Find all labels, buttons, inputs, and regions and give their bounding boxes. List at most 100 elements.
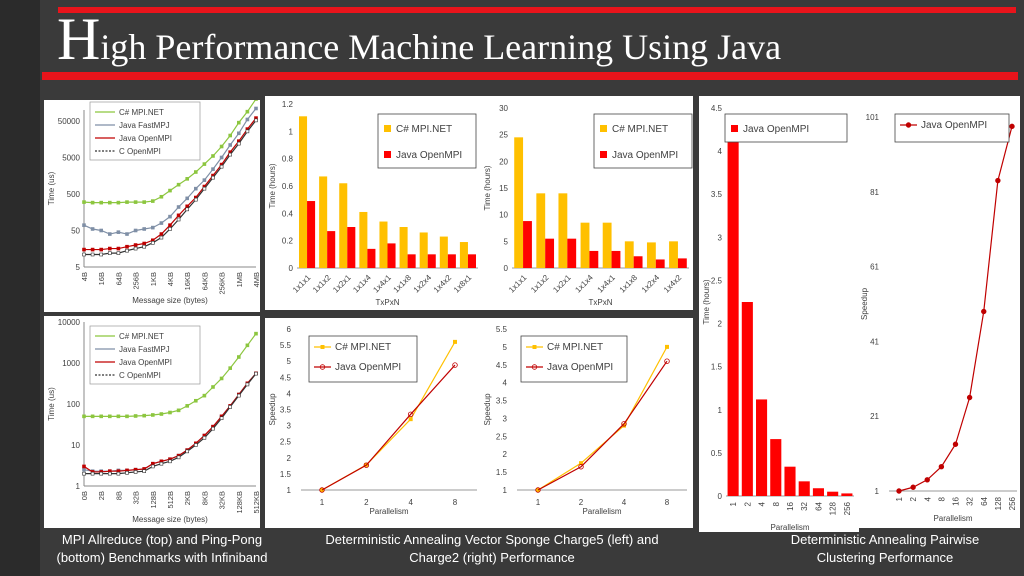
data-point (319, 487, 325, 493)
x-tick-label: 8 (772, 501, 781, 506)
bar (523, 221, 532, 268)
y-tick-label: 0 (718, 492, 723, 501)
data-point (82, 464, 86, 469)
y-tick-label: 2 (503, 450, 508, 459)
data-point (82, 200, 86, 204)
data-point (237, 355, 241, 359)
x-tick-label: 1x2x1 (551, 273, 573, 295)
title-rest: igh Performance Machine Learning Using J… (100, 27, 782, 67)
data-point (452, 362, 458, 368)
data-point (910, 484, 916, 490)
y-tick-label: 1 (76, 482, 81, 491)
x-tick-label: 64 (814, 501, 823, 510)
y-tick-label: 5.5 (280, 341, 292, 350)
data-point (185, 404, 189, 408)
data-point (185, 449, 189, 454)
x-tick-label: 2B (97, 491, 106, 500)
y-tick-label: 3.5 (711, 190, 723, 199)
bar (741, 302, 753, 496)
y-axis-title: Speedup (268, 393, 277, 426)
data-point (664, 358, 670, 364)
y-tick-label: 1 (289, 127, 294, 136)
data-point (168, 410, 172, 415)
bar (812, 488, 824, 496)
x-axis-title: Message size (bytes) (132, 296, 208, 305)
legend-box (894, 113, 1010, 143)
pingpong-chart-svg: 1 10 100 1000 10000 0B 2B 8B 32B 128B 512B 2KB 8KB 32… (47, 318, 260, 524)
data-point (159, 235, 164, 240)
data-point (924, 477, 930, 483)
x-tick-label: 32KB (218, 491, 227, 509)
x-tick-label: 16 (952, 496, 961, 505)
bar (459, 242, 468, 268)
caption-left: MPI Allreduce (top) and Ping-Pong (botto… (56, 532, 268, 565)
data-point (159, 232, 164, 236)
data-point (254, 118, 258, 123)
x-tick-label: 1x1x4 (573, 273, 595, 295)
header-accent-bottom (42, 72, 1018, 80)
legend-box (308, 335, 418, 383)
bar (646, 242, 656, 268)
data-point (245, 343, 250, 348)
y-tick-label: 0.6 (282, 182, 294, 191)
data-point (159, 412, 164, 416)
data-point (90, 471, 95, 476)
y-tick-label: 30 (499, 104, 508, 113)
y-tick-label: 1.5 (280, 470, 292, 479)
data-point (82, 471, 86, 476)
legend-marker (531, 364, 538, 370)
y-tick-label: 4.5 (711, 104, 723, 113)
x-tick-label: 128 (994, 496, 1003, 510)
data-point (151, 413, 155, 417)
y-tick-label: 0.2 (282, 237, 294, 246)
y-tick-label: 100 (67, 400, 81, 409)
y-tick-label: 3 (287, 422, 292, 431)
bar (677, 258, 687, 268)
data-point (194, 170, 198, 174)
x-axis-title: Parallelism (369, 507, 408, 516)
data-point (896, 488, 902, 494)
x-tick-label: 8 (937, 496, 946, 501)
series-line-1 (537, 360, 668, 491)
y-tick-label: 5.5 (496, 325, 508, 334)
data-point (237, 141, 241, 146)
bar (580, 222, 590, 268)
x-tick-label: 16B (97, 272, 106, 285)
bar (367, 248, 376, 268)
x-tick-label: 2 (364, 498, 369, 507)
x-axis-title: TxPxN (376, 298, 400, 307)
x-tick-label: 0B (80, 491, 89, 500)
bar (756, 399, 768, 496)
charge2-speedup-chart: 1 1.5 2 2.5 3 3.5 4 4.5 5 5.5 1 2 4 8 Parallelism Speed… (481, 318, 693, 528)
x-tick-label: 4B (80, 272, 89, 281)
data-point (142, 200, 146, 204)
x-tick-label: 32 (966, 496, 975, 505)
bar (536, 193, 546, 268)
data-point (211, 154, 215, 158)
data-point (185, 207, 189, 212)
x-tick-label: 1x1x8 (618, 273, 640, 295)
y-tick-label: 1 (503, 486, 508, 495)
x-tick-label: 64B (114, 272, 123, 285)
x-tick-label: 256KB (218, 272, 227, 295)
caption-right: Deterministic Annealing Pairwise Cluster… (790, 532, 980, 565)
y-tick-label: 2.5 (711, 276, 723, 285)
data-point (202, 393, 207, 398)
y-tick-label: 1.5 (711, 363, 723, 372)
data-point (116, 200, 121, 205)
bar (327, 231, 336, 268)
data-point (237, 120, 241, 125)
bar (727, 114, 739, 496)
data-point (99, 471, 104, 476)
legend-label: Java OpenMPI (119, 134, 172, 143)
legend-label: C# MPI.NET (119, 108, 164, 117)
data-point (90, 200, 95, 205)
legend-label: Java OpenMPI (743, 124, 809, 135)
x-axis-title: Parallelism (770, 523, 809, 532)
y-tick-label: 5000 (62, 153, 80, 162)
x-tick-label: 1x1x1 (291, 273, 313, 295)
bar (770, 439, 782, 496)
data-point (176, 217, 181, 222)
y-axis-title: Time (hours) (702, 279, 711, 324)
data-point (159, 461, 164, 466)
